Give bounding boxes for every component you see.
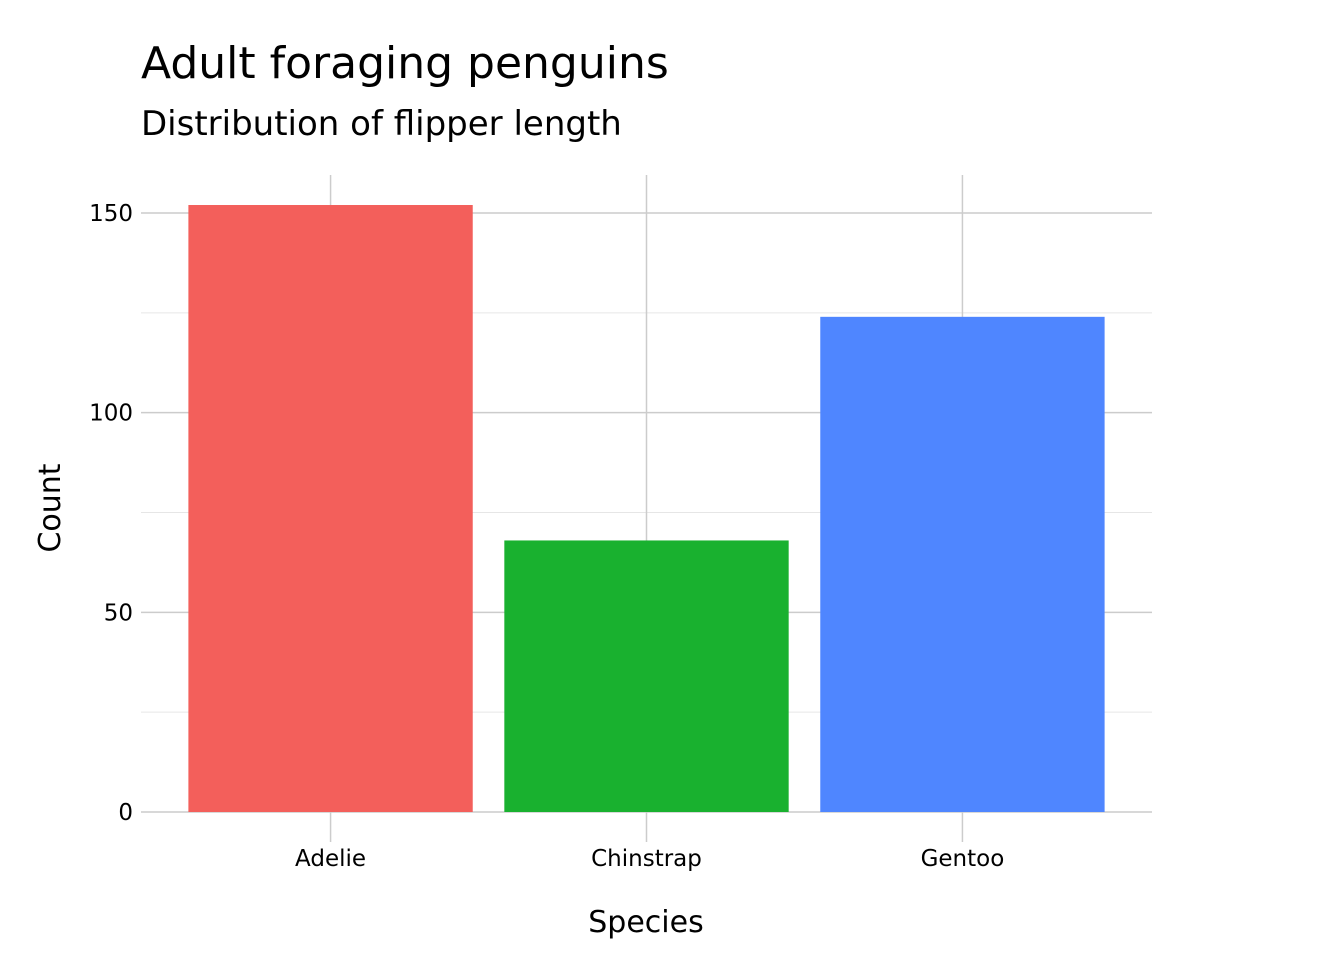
y-tick-label: 50 bbox=[104, 600, 133, 626]
bars bbox=[188, 205, 1105, 813]
y-tick-label: 150 bbox=[89, 201, 133, 227]
x-tick-label: Adelie bbox=[295, 846, 366, 872]
y-tick-label: 100 bbox=[89, 401, 133, 427]
bar-gentoo bbox=[820, 316, 1105, 812]
y-tick-labels: 0 50 100 150 bbox=[89, 201, 133, 826]
x-tick-label: Gentoo bbox=[921, 846, 1005, 872]
x-tick-label: Chinstrap bbox=[591, 846, 702, 872]
x-axis-label: Species bbox=[588, 905, 703, 940]
chart-subtitle: Distribution of flipper length bbox=[141, 104, 622, 144]
y-axis-label: Count bbox=[33, 463, 68, 552]
y-tick-label: 0 bbox=[118, 800, 133, 826]
bar-chinstrap bbox=[504, 540, 789, 812]
x-tick-labels: Adelie Chinstrap Gentoo bbox=[295, 846, 1004, 872]
chart-title: Adult foraging penguins bbox=[141, 38, 669, 89]
bar-adelie bbox=[188, 205, 473, 813]
